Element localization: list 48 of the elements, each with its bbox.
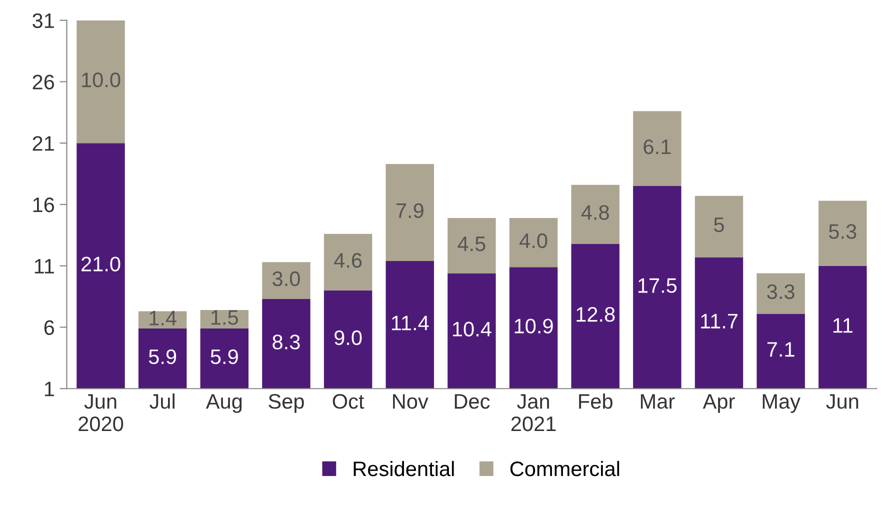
data-label: 5.9: [148, 349, 176, 364]
data-label: 5.9: [210, 349, 238, 364]
data-label: 7.9: [396, 203, 424, 218]
data-label: 7.1: [767, 342, 794, 357]
data-label: 9.0: [334, 330, 362, 346]
data-label: 4.0: [520, 233, 548, 248]
x-tick-label: Oct: [332, 394, 364, 409]
x-tick-label: Dec: [454, 394, 490, 409]
data-label: 10.0: [82, 72, 120, 88]
x-tick-label: Jan 2021: [511, 394, 556, 432]
legend-label: Residential: [354, 460, 454, 476]
data-label: 10.9: [514, 318, 553, 334]
y-tick-label: 6: [44, 320, 54, 335]
x-tick-label: Apr: [702, 394, 735, 413]
data-label: 1.4: [150, 310, 176, 326]
x-tick-label: Mar: [640, 394, 675, 409]
data-label: 8.3: [272, 334, 300, 350]
x-tick-label: Sep: [268, 394, 304, 413]
y-tick-label: 16: [33, 197, 54, 212]
y-tick-label: 1: [44, 382, 54, 396]
x-tick-label: Nov: [393, 394, 428, 409]
y-tick-label: 11: [34, 259, 54, 274]
y-tick-label: 21: [32, 136, 54, 151]
data-label: 11.4: [392, 316, 429, 330]
data-label: 3.0: [272, 271, 300, 286]
data-label: 11: [833, 318, 852, 333]
data-label: 3.3: [767, 284, 794, 300]
data-label: 5.3: [829, 224, 856, 239]
y-tick-label: 26: [32, 74, 54, 90]
x-tick-label: Aug: [206, 394, 242, 413]
x-tick-label: Jul: [150, 393, 174, 409]
data-label: 4.8: [581, 205, 609, 220]
data-label: 10.4: [453, 322, 492, 337]
legend-label: Commercial: [510, 460, 620, 476]
x-tick-label: May: [762, 394, 800, 413]
data-label: 12.8: [576, 307, 615, 322]
y-tick-label: 31: [32, 13, 54, 28]
data-label: 21.0: [82, 256, 120, 272]
data-label: 4.5: [458, 236, 486, 252]
data-label: 1.5: [212, 310, 238, 325]
x-tick-label: Feb: [579, 393, 612, 409]
x-tick-label: Jun: [826, 394, 858, 409]
data-label: 6.1: [644, 139, 671, 154]
data-label: 5: [714, 218, 724, 232]
data-label: 17.5: [638, 278, 677, 293]
data-label: 11.7: [701, 314, 738, 328]
data-label: 4.6: [334, 253, 362, 268]
x-tick-label: Jun 2020: [78, 394, 124, 432]
